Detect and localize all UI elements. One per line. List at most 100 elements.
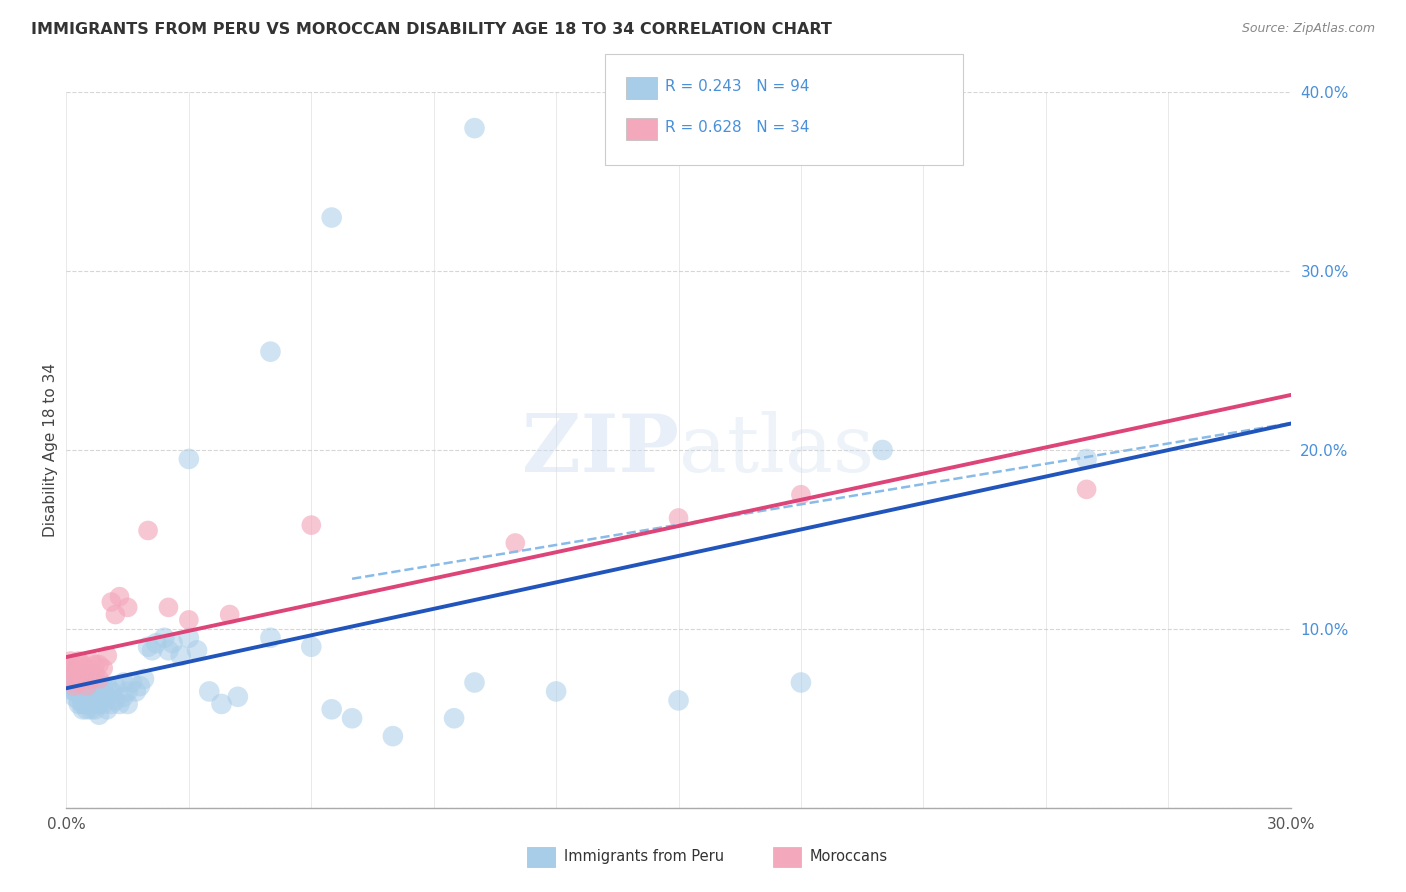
Point — [59, 675, 82, 690]
Point — [67, 672, 90, 686]
Point — [67, 675, 90, 690]
Point — [121, 675, 143, 690]
Point — [340, 711, 363, 725]
Point — [108, 590, 131, 604]
Point — [80, 654, 103, 668]
Point — [84, 684, 107, 698]
Point — [132, 672, 155, 686]
Point — [186, 643, 208, 657]
Point — [80, 672, 103, 686]
Point — [76, 679, 98, 693]
Point — [72, 686, 94, 700]
Point — [226, 690, 249, 704]
Point — [80, 679, 103, 693]
Point — [157, 600, 180, 615]
Point — [91, 661, 114, 675]
Point — [63, 690, 86, 704]
Point — [59, 661, 82, 675]
Point — [72, 697, 94, 711]
Point — [63, 684, 86, 698]
Point — [76, 693, 98, 707]
Point — [63, 657, 86, 672]
Point — [63, 679, 86, 693]
Point — [299, 518, 322, 533]
Point — [63, 672, 86, 686]
Point — [59, 654, 82, 668]
Point — [72, 672, 94, 686]
Point — [80, 702, 103, 716]
Text: atlas: atlas — [679, 411, 873, 489]
Point — [790, 675, 813, 690]
Point — [198, 684, 221, 698]
Point — [67, 697, 90, 711]
Point — [505, 536, 527, 550]
Point — [117, 697, 139, 711]
Point — [63, 665, 86, 679]
Point — [87, 672, 110, 686]
Point — [1076, 452, 1098, 467]
Point — [72, 657, 94, 672]
Point — [96, 679, 118, 693]
Point — [157, 643, 180, 657]
Point — [125, 684, 148, 698]
Point — [104, 607, 127, 622]
Point — [108, 697, 131, 711]
Point — [117, 684, 139, 698]
Point — [381, 729, 404, 743]
Point — [72, 702, 94, 716]
Point — [72, 679, 94, 693]
Point — [136, 640, 159, 654]
Text: ZIP: ZIP — [522, 411, 679, 489]
Point — [100, 684, 122, 698]
Point — [211, 697, 233, 711]
Point — [100, 697, 122, 711]
Point — [76, 661, 98, 675]
Point — [72, 670, 94, 684]
Point — [145, 636, 167, 650]
Point — [67, 686, 90, 700]
Point — [170, 648, 193, 663]
Point — [63, 679, 86, 693]
Point — [80, 672, 103, 686]
Text: R = 0.243   N = 94: R = 0.243 N = 94 — [665, 79, 810, 94]
Point — [76, 675, 98, 690]
Point — [96, 648, 118, 663]
Point — [91, 679, 114, 693]
Point — [104, 679, 127, 693]
Point — [96, 690, 118, 704]
Point — [59, 668, 82, 682]
Point — [443, 711, 465, 725]
Point — [100, 595, 122, 609]
Point — [87, 686, 110, 700]
Text: IMMIGRANTS FROM PERU VS MOROCCAN DISABILITY AGE 18 TO 34 CORRELATION CHART: IMMIGRANTS FROM PERU VS MOROCCAN DISABIL… — [31, 22, 832, 37]
Point — [76, 702, 98, 716]
Point — [59, 666, 82, 681]
Point — [63, 675, 86, 690]
Point — [299, 640, 322, 654]
Point — [59, 679, 82, 693]
Text: Immigrants from Peru: Immigrants from Peru — [564, 849, 724, 863]
Point — [463, 121, 485, 136]
Text: Moroccans: Moroccans — [810, 849, 889, 863]
Point — [84, 702, 107, 716]
Point — [872, 443, 894, 458]
Point — [1076, 483, 1098, 497]
Point — [59, 672, 82, 686]
Point — [91, 697, 114, 711]
Point — [67, 679, 90, 693]
Point — [177, 631, 200, 645]
Text: R = 0.628   N = 34: R = 0.628 N = 34 — [665, 120, 810, 135]
Point — [546, 684, 568, 698]
Point — [84, 675, 107, 690]
Point — [117, 600, 139, 615]
Point — [112, 690, 135, 704]
Point — [790, 488, 813, 502]
Point — [136, 524, 159, 538]
Point — [87, 707, 110, 722]
Point — [87, 679, 110, 693]
Point — [59, 672, 82, 686]
Point — [96, 702, 118, 716]
Point — [463, 675, 485, 690]
Point — [259, 631, 281, 645]
Point — [153, 631, 176, 645]
